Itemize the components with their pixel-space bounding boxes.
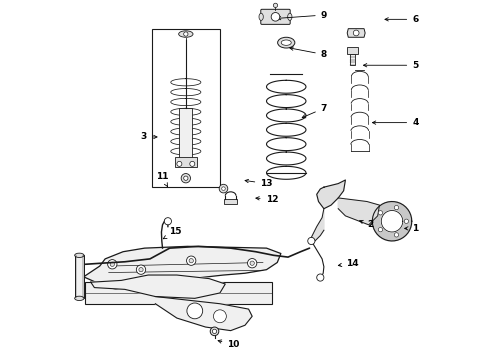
Circle shape: [308, 237, 315, 244]
Text: 14: 14: [338, 259, 359, 268]
Circle shape: [136, 265, 146, 274]
Bar: [74, 255, 84, 298]
Polygon shape: [91, 275, 225, 298]
Circle shape: [271, 13, 280, 21]
Polygon shape: [372, 202, 412, 241]
Circle shape: [184, 32, 188, 36]
Text: 11: 11: [155, 172, 168, 186]
Text: 5: 5: [364, 61, 418, 70]
Bar: [179, 108, 192, 164]
Circle shape: [177, 161, 182, 166]
Text: 7: 7: [302, 104, 327, 118]
Circle shape: [219, 184, 228, 193]
Circle shape: [221, 187, 225, 190]
Circle shape: [250, 261, 254, 265]
Text: 3: 3: [141, 132, 157, 141]
Polygon shape: [338, 198, 379, 225]
Circle shape: [108, 260, 117, 269]
Polygon shape: [155, 297, 252, 330]
Circle shape: [210, 327, 219, 336]
Polygon shape: [84, 246, 281, 289]
Bar: [85, 282, 272, 304]
Text: 1: 1: [405, 224, 418, 233]
Polygon shape: [311, 209, 324, 241]
Ellipse shape: [288, 13, 292, 21]
Text: 4: 4: [372, 118, 418, 127]
Text: 2: 2: [360, 220, 374, 229]
Polygon shape: [317, 180, 345, 209]
Circle shape: [273, 3, 278, 8]
Text: 15: 15: [163, 228, 181, 239]
Ellipse shape: [74, 253, 84, 257]
Circle shape: [378, 228, 383, 232]
Bar: [152, 30, 220, 187]
Bar: [347, 46, 358, 54]
Text: 12: 12: [256, 194, 278, 203]
Circle shape: [394, 206, 398, 210]
Ellipse shape: [278, 37, 295, 48]
Text: 9: 9: [277, 10, 327, 20]
Circle shape: [212, 329, 217, 333]
Circle shape: [317, 274, 324, 281]
Circle shape: [187, 303, 203, 319]
Text: 6: 6: [385, 15, 418, 24]
Circle shape: [139, 267, 143, 272]
Circle shape: [214, 310, 226, 323]
Ellipse shape: [179, 31, 193, 37]
Circle shape: [394, 233, 398, 237]
Bar: [175, 157, 196, 167]
Circle shape: [184, 176, 188, 180]
Circle shape: [353, 30, 359, 36]
Bar: [224, 199, 237, 204]
Bar: [350, 54, 355, 65]
Circle shape: [164, 218, 171, 225]
Text: 8: 8: [290, 47, 327, 59]
Text: 10: 10: [218, 340, 240, 350]
Ellipse shape: [259, 13, 263, 21]
Circle shape: [110, 262, 115, 266]
Polygon shape: [347, 29, 365, 37]
Circle shape: [181, 174, 191, 183]
Circle shape: [378, 211, 383, 215]
Text: 13: 13: [245, 179, 273, 188]
Circle shape: [190, 161, 195, 166]
Circle shape: [187, 256, 196, 265]
Polygon shape: [381, 211, 403, 232]
Circle shape: [189, 258, 194, 263]
Ellipse shape: [281, 40, 291, 45]
Circle shape: [247, 258, 257, 268]
Ellipse shape: [74, 296, 84, 301]
Circle shape: [404, 219, 409, 224]
FancyBboxPatch shape: [261, 9, 290, 24]
